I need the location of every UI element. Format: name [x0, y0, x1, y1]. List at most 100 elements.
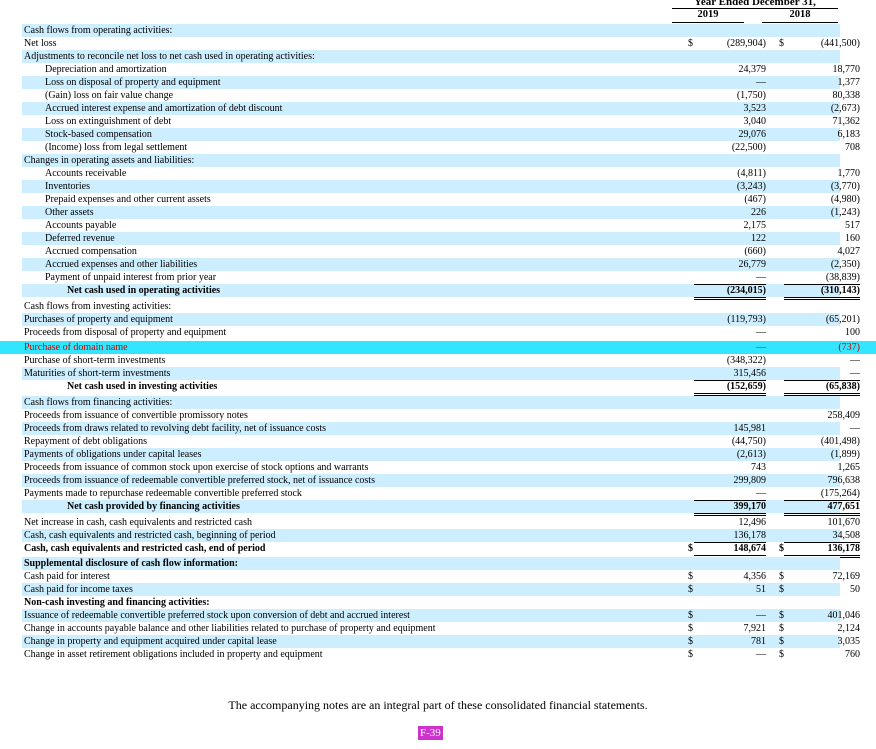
value-2018: (441,500) — [820, 38, 860, 49]
table-row: Cash paid for interest $ $4,356 72,169 — [22, 570, 860, 583]
value-2019: — — [756, 327, 766, 338]
value-2018: (737) — [838, 342, 860, 353]
currency-symbol: $ — [779, 543, 784, 554]
table-row: Proceeds from issuance of common stock u… — [22, 461, 860, 474]
row-label: Accounts receivable — [45, 168, 127, 179]
currency-symbol: $ — [779, 636, 784, 647]
value-2018: — — [850, 355, 860, 366]
value-2018: 1,377 — [837, 77, 861, 88]
value-2019: 12,496 — [738, 517, 767, 528]
row-label: Proceeds from disposal of property and e… — [24, 327, 227, 338]
value-2019: 122 — [751, 233, 766, 244]
row-label: Payments made to repurchase redeemable c… — [24, 488, 302, 499]
row-label: Accounts payable — [45, 220, 117, 231]
row-label: Net cash provided by financing activitie… — [67, 501, 240, 512]
table-row: Net loss $ $ (289,904) (441,500) — [22, 37, 860, 50]
row-label: Change in property and equipment acquire… — [24, 636, 277, 647]
value-2019: (44,750) — [731, 436, 766, 447]
value-2018: 708 — [845, 142, 860, 153]
value-2019: 315,456 — [733, 368, 767, 379]
value-2018: 1,265 — [837, 462, 861, 473]
value-2019: 3,523 — [743, 103, 767, 114]
total-row: Cash, cash equivalents and restricted ca… — [22, 542, 860, 558]
row-label: Accrued interest expense and amortizatio… — [45, 103, 283, 114]
table-row: Proceeds from issuance of convertible pr… — [22, 409, 860, 422]
value-2019: 226 — [751, 207, 766, 218]
table-row: Payments of obligations under capital le… — [22, 448, 860, 461]
value-2018: 401,046 — [827, 610, 861, 621]
table-row: Accrued interest expense and amortizatio… — [22, 102, 860, 115]
value-2019: 24,379 — [738, 64, 767, 75]
row-label: Prepaid expenses and other current asset… — [45, 194, 211, 205]
value-2018: 50 — [850, 584, 860, 595]
value-2018: (1,243) — [830, 207, 860, 218]
row-label: Cash paid for income taxes — [24, 584, 133, 595]
row-label: Payment of unpaid interest from prior ye… — [45, 272, 217, 283]
table-row: Issuance of redeemable convertible prefe… — [22, 609, 860, 622]
value-2018: (2,350) — [830, 259, 860, 270]
table-row: Net increase in cash, cash equivalents a… — [22, 516, 860, 529]
value-2018: 4,027 — [837, 246, 861, 257]
table-row: Proceeds from disposal of property and e… — [22, 326, 860, 339]
value-2019: (348,322) — [726, 355, 766, 366]
value-2019: 399,170 — [694, 500, 766, 516]
table-row: Cash paid for income taxes $ $51 50 — [22, 583, 860, 596]
table-row: Cash flows from financing activities: — [22, 396, 840, 409]
row-label: Inventories — [45, 181, 90, 192]
page-number: F-39 — [418, 726, 443, 740]
currency-symbol: $ — [688, 584, 693, 595]
currency-symbol: $ — [779, 623, 784, 634]
table-row: Change in property and equipment acquire… — [22, 635, 860, 648]
value-2018: 18,770 — [832, 64, 861, 75]
value-2019: (152,659) — [694, 380, 766, 396]
row-label: Payments of obligations under capital le… — [24, 449, 202, 460]
table-row: Prepaid expenses and other current asset… — [22, 193, 860, 206]
value-2018: 101,670 — [827, 517, 861, 528]
value-2019: — — [756, 77, 766, 88]
col1-rule — [672, 22, 744, 23]
currency-symbol: $ — [779, 38, 784, 49]
value-2019: 2,175 — [743, 220, 767, 231]
table-row: Purchase of short-term investments (348,3… — [22, 354, 860, 367]
table-row: Repayment of debt obligations (44,750) (40… — [22, 435, 860, 448]
table-row: Changes in operating assets and liabilit… — [22, 154, 840, 167]
value-2018: 6,183 — [837, 129, 861, 140]
table-row: (Gain) loss on fair value change (1,750) 8… — [22, 89, 860, 102]
row-label: Maturities of short-term investments — [24, 368, 171, 379]
value-2018: 2,124 — [837, 623, 861, 634]
value-2019: (289,904) — [726, 38, 766, 49]
table-row: (Income) loss from legal settlement (22,5… — [22, 141, 860, 154]
value-2019: — — [756, 610, 766, 621]
table-row: Depreciation and amortization 24,379 18,77… — [22, 63, 860, 76]
footnote: The accompanying notes are an integral p… — [228, 698, 648, 712]
value-2019: 51 — [756, 584, 766, 595]
row-label: Repayment of debt obligations — [24, 436, 148, 447]
row-label: (Gain) loss on fair value change — [45, 90, 174, 101]
value-2019: 743 — [751, 462, 766, 473]
table-row: Proceeds from issuance of redeemable con… — [22, 474, 860, 487]
year-2018-header: 2018 — [789, 9, 811, 20]
currency-symbol: $ — [688, 571, 693, 582]
row-label: Net increase in cash, cash equivalents a… — [24, 517, 252, 528]
table-row: Adjustments to reconcile net loss to net… — [22, 50, 840, 63]
value-2019: — — [756, 488, 766, 499]
value-2018: (175,264) — [820, 488, 860, 499]
currency-symbol: $ — [779, 610, 784, 621]
currency-symbol: $ — [688, 636, 693, 647]
table-row: Proceeds from draws related to revolving… — [22, 422, 860, 435]
row-label: Changes in operating assets and liabilit… — [24, 155, 195, 166]
value-2019: — — [756, 272, 766, 283]
value-2019: (1,750) — [736, 90, 766, 101]
table-row: Supplemental disclosure of cash flow inf… — [22, 557, 840, 570]
value-2019: (660) — [744, 246, 766, 257]
row-label: Purchases of property and equipment — [24, 314, 173, 325]
table-row: Purchases of property and equipment (119,… — [22, 313, 860, 326]
row-label: Cash flows from investing activities: — [24, 301, 172, 312]
value-2019: 781 — [751, 636, 766, 647]
row-label: Change in accounts payable balance and o… — [24, 623, 436, 634]
value-2019: (119,793) — [727, 314, 766, 325]
row-label: Stock-based compensation — [45, 129, 152, 140]
value-2018: 477,651 — [784, 500, 860, 516]
row-label: Proceeds from issuance of convertible pr… — [24, 410, 248, 421]
value-2019: — — [756, 649, 766, 660]
